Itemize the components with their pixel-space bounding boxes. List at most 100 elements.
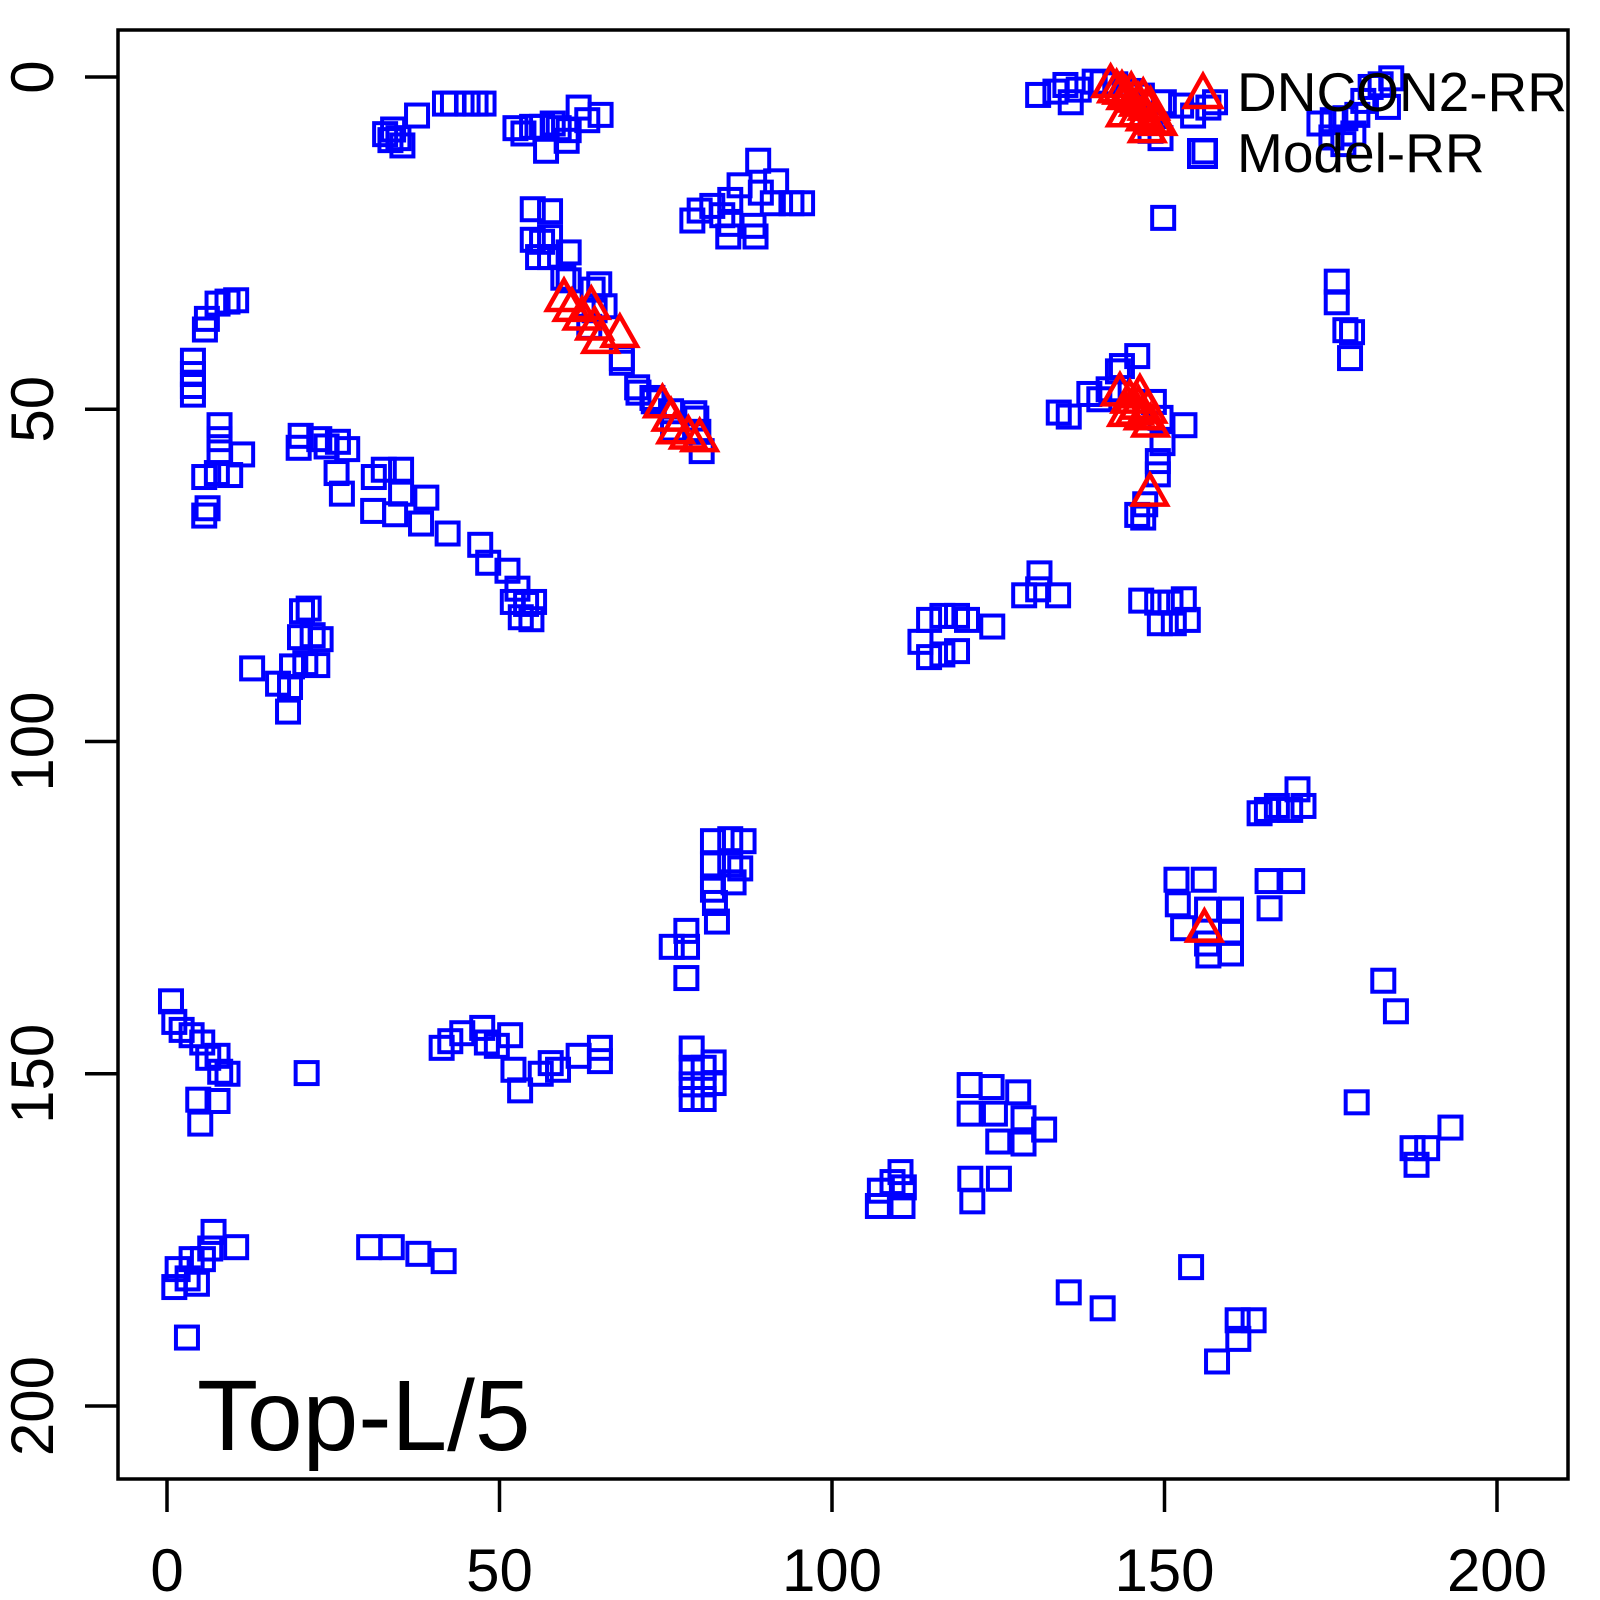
model-rr-point — [223, 287, 250, 314]
model-rr-point — [191, 464, 218, 491]
model-rr-point — [625, 379, 652, 406]
model-rr-point — [307, 626, 334, 653]
model-rr-point — [469, 1014, 496, 1041]
model-rr-point — [518, 606, 545, 633]
model-rr-point — [206, 426, 233, 453]
model-rr-point — [1225, 1325, 1252, 1352]
model-rr-point — [454, 90, 481, 117]
model-rr-point — [545, 115, 572, 142]
model-rr-point — [978, 1074, 1005, 1101]
model-rr-point — [537, 1050, 564, 1077]
model-rr-point — [1218, 896, 1244, 923]
model-rr-point — [372, 121, 399, 148]
model-rr-point — [866, 1177, 893, 1204]
model-rr-point — [370, 456, 397, 483]
model-rr-point — [502, 115, 529, 142]
model-rr-point — [701, 889, 728, 916]
model-rr-point — [1246, 800, 1273, 827]
model-rr-point — [864, 1192, 891, 1219]
model-rr-point — [956, 1100, 983, 1127]
model-rr-point — [1343, 1089, 1370, 1116]
model-rr-point — [1146, 610, 1173, 637]
model-rr-point — [745, 147, 772, 174]
model-rr-point — [730, 828, 757, 855]
model-rr-point — [545, 1056, 572, 1083]
model-rr-point — [1057, 89, 1084, 116]
model-rr-point — [1144, 448, 1171, 475]
model-rr-point — [191, 316, 218, 343]
model-rr-point — [674, 933, 701, 960]
dncon2-rr-point — [667, 412, 710, 450]
y-axis-ticks: 0 50 100 150 200 — [0, 60, 118, 1456]
model-rr-point — [161, 1008, 188, 1035]
model-rr-point — [703, 908, 730, 935]
model-rr-point — [360, 497, 387, 524]
legend-triangle-icon — [1181, 70, 1225, 110]
model-rr-point — [1277, 796, 1304, 823]
model-rr-point — [979, 613, 1006, 640]
model-rr-point — [179, 347, 206, 374]
model-rr-point — [889, 1192, 916, 1219]
model-rr-point — [275, 698, 302, 725]
model-rr-point — [497, 1022, 524, 1049]
plot-border — [116, 28, 1570, 1481]
model-rr-point — [727, 855, 754, 882]
model-rr-point — [586, 1034, 613, 1061]
model-rr-point — [574, 107, 601, 134]
x-tick-label: 100 — [782, 1537, 882, 1600]
model-rr-point — [470, 90, 497, 117]
model-rr-point — [306, 426, 333, 453]
model-rr-point — [1055, 1279, 1082, 1306]
model-rr-point — [405, 1240, 432, 1267]
model-rr-point — [1403, 1151, 1430, 1178]
x-tick-label: 50 — [466, 1537, 533, 1600]
dncon2-rr-point — [1104, 90, 1147, 128]
model-rr-point — [1164, 891, 1191, 918]
model-rr-point — [1279, 868, 1306, 895]
model-rr-point — [537, 198, 564, 225]
model-rr-point — [916, 644, 943, 671]
model-rr-point — [475, 549, 502, 576]
dncon2-rr-point — [1129, 470, 1171, 507]
model-rr-point — [699, 192, 726, 219]
model-rr-point — [1026, 560, 1053, 587]
legend-label-dncon2: DNCON2-RR — [1237, 61, 1567, 123]
x-tick-label: 0 — [150, 1537, 183, 1600]
annotation-top-l5: Top-L/5 — [197, 1360, 531, 1472]
model-rr-point — [1370, 967, 1397, 994]
y-tick-label: 0 — [0, 60, 66, 93]
model-rr-point — [1399, 1135, 1426, 1162]
model-rr-point — [1128, 587, 1155, 614]
model-rr-point — [194, 495, 221, 522]
model-rr-point — [673, 917, 700, 944]
model-rr-point — [550, 264, 577, 291]
model-rr-point — [1011, 582, 1038, 609]
model-rr-point — [587, 101, 614, 128]
model-rr-point — [378, 1234, 405, 1261]
model-rr-point — [1339, 319, 1366, 346]
model-rr-point — [1254, 868, 1281, 895]
model-rr-point — [404, 102, 431, 129]
model-rr-point — [679, 207, 706, 234]
model-rr-point — [200, 1218, 227, 1245]
model-rr-point — [1290, 792, 1317, 819]
model-rr-point — [1382, 998, 1409, 1025]
model-rr-point — [985, 1165, 1012, 1192]
model-rr-point — [1202, 89, 1229, 116]
model-rr-point — [430, 1248, 457, 1275]
y-tick-label: 50 — [0, 376, 66, 443]
model-rr-point — [1378, 65, 1405, 92]
model-rr-point — [434, 520, 461, 547]
model-rr-point — [1323, 289, 1350, 316]
model-rr-point — [428, 1034, 455, 1061]
model-rr-point — [519, 196, 546, 223]
model-rr-point — [586, 1048, 613, 1075]
model-rr-point — [1218, 940, 1244, 967]
model-rr-point — [204, 1087, 231, 1114]
model-rr-point — [1160, 610, 1187, 637]
model-rr-point — [1350, 87, 1377, 114]
model-rr-point — [537, 244, 564, 271]
model-rr-point — [944, 638, 971, 665]
model-rr-point — [759, 190, 786, 217]
